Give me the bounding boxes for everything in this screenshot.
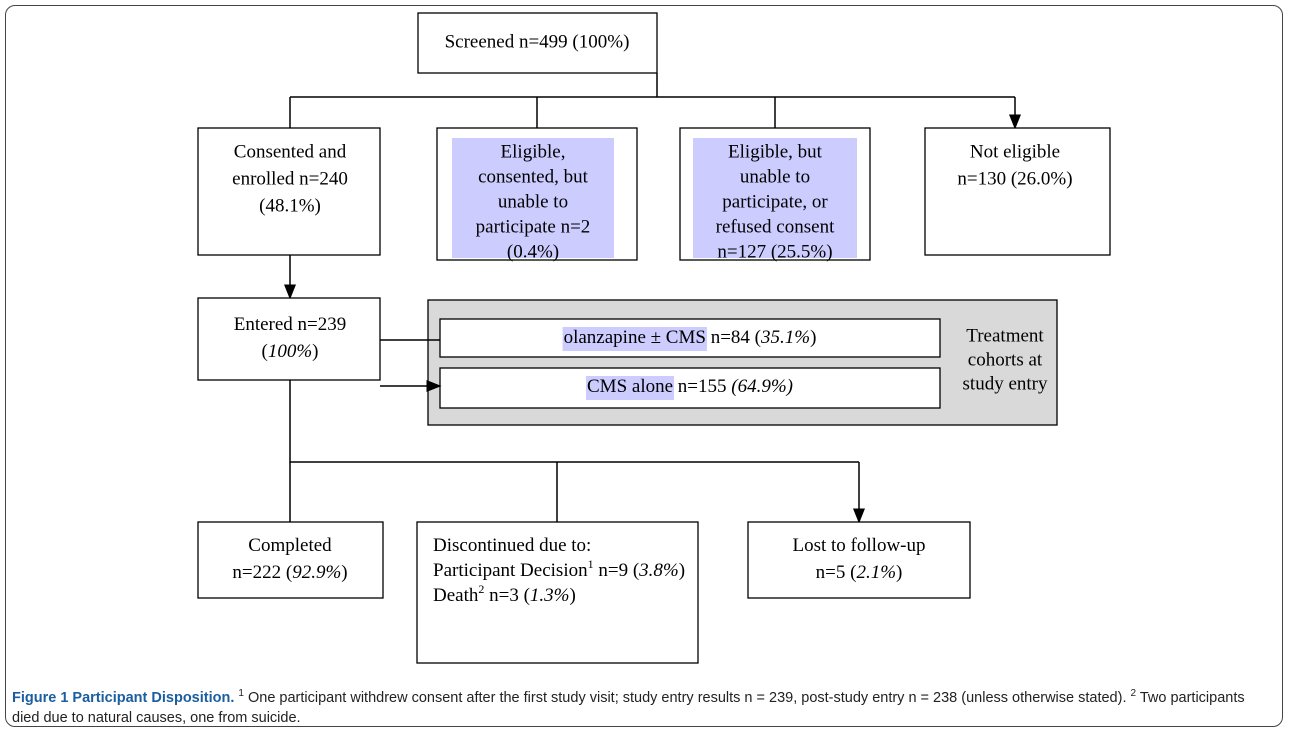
box [197,521,384,599]
node-label: participate, or [722,191,828,212]
text-layer: Screened n=499 (100%) Consented and enroll… [232,31,1072,606]
node-label: refused consent [716,216,835,237]
box [417,12,658,74]
label-part: 1.3% [530,585,570,606]
label-part: (64.9%) [731,376,793,397]
caption-title: Figure 1 Participant Disposition. [12,689,235,706]
label-part: n=222 ( [232,562,292,583]
node-label: unable to [498,191,568,212]
label-part: ) [810,327,816,348]
node-label: Treatment [966,325,1044,346]
flowchart: Screened n=499 (100%) Consented and enroll… [197,12,1111,664]
node-label: n=130 (26.0%) [957,168,1072,189]
label-part: Lost to follow-up [793,535,926,556]
node-label: Discontinued due to: [433,535,591,556]
highlight [452,138,614,258]
box [439,367,941,409]
label-part: ) [341,562,347,583]
node-label: (0.4%) [507,241,559,262]
caption: Figure 1 Participant Disposition. 1 One … [12,684,1272,728]
label-part: 100% [268,341,312,362]
arrow [380,339,440,386]
label-part: n=84 ( [706,327,761,348]
node-label: olanzapine ± CMS n=84 (35.1%) [564,327,817,348]
node-label: Lost to follow-up [793,535,926,556]
highlight [693,138,857,258]
footnote-mark: 2 [1130,688,1137,699]
box [197,127,381,256]
highlight [586,376,675,400]
node-label: Not eligible [970,141,1060,162]
arrow [289,97,1015,128]
label-part: Discontinued due to: [433,535,591,556]
node-label: cohorts at [968,349,1043,370]
label-part: 1 [588,557,594,571]
node-label: CMS alone n=155 (64.9%) [587,376,793,397]
label-part: Participant Decision [433,560,588,581]
highlight [562,327,707,351]
label-part: n=9 ( [594,560,640,581]
label-part: ) [896,562,902,583]
label-part: ) [679,560,685,581]
label-part: 2.1% [856,562,896,583]
node-label: Screened n=499 (100%) [445,31,630,52]
footnote: Two participants died due to natural cau… [12,689,1245,726]
box [416,521,699,664]
label-part: 92.9% [292,562,341,583]
node-label: enrolled n=240 [232,168,348,189]
label-part: Death [433,585,479,606]
connector [290,73,1015,98]
label-part: ) [570,585,576,606]
arrow [289,462,859,522]
node-label: n=5 (2.1%) [816,562,903,583]
node-label: unable to [740,166,810,187]
label-part: olanzapine ± CMS [564,327,706,348]
node-label: (48.1%) [259,195,321,216]
frame [5,5,1283,727]
label-part: ) [312,341,318,362]
node-label: Consented and [234,141,347,162]
node-label: n=127 (25.5%) [717,241,832,262]
label-part: n=5 ( [816,562,857,583]
label-part: 3.8% [638,560,679,581]
label-part: CMS alone [587,376,673,397]
label-part: 35.1% [760,327,810,348]
box [747,521,971,599]
box [197,297,381,381]
footnote: One participant withdrew consent after t… [243,689,1127,706]
node-label: Participant Decision1 n=9 (3.8%) [433,557,685,582]
node-label: (100%) [262,341,319,362]
label-part: 2 [478,582,484,596]
label-part: n=155 [673,376,731,397]
node-label: participate n=2 [476,216,591,237]
box [924,127,1111,256]
footnote-mark: 1 [238,688,244,699]
label-part: n=3 ( [484,585,530,606]
highlight-layer [562,327,707,400]
node-label: consented, but [478,166,588,187]
node-label: Death2 n=3 (1.3%) [433,582,576,607]
node-label: study entry [963,373,1048,394]
node-label: Eligible, but [728,141,823,162]
label-part: ( [262,341,268,362]
label-part: Completed [248,535,332,556]
node-label: Eligible, [501,141,566,162]
node-label: Completed [248,535,332,556]
node-label: Entered n=239 [234,314,347,335]
label-part: Entered n=239 [234,314,347,335]
node-label: n=222 (92.9%) [232,562,347,583]
